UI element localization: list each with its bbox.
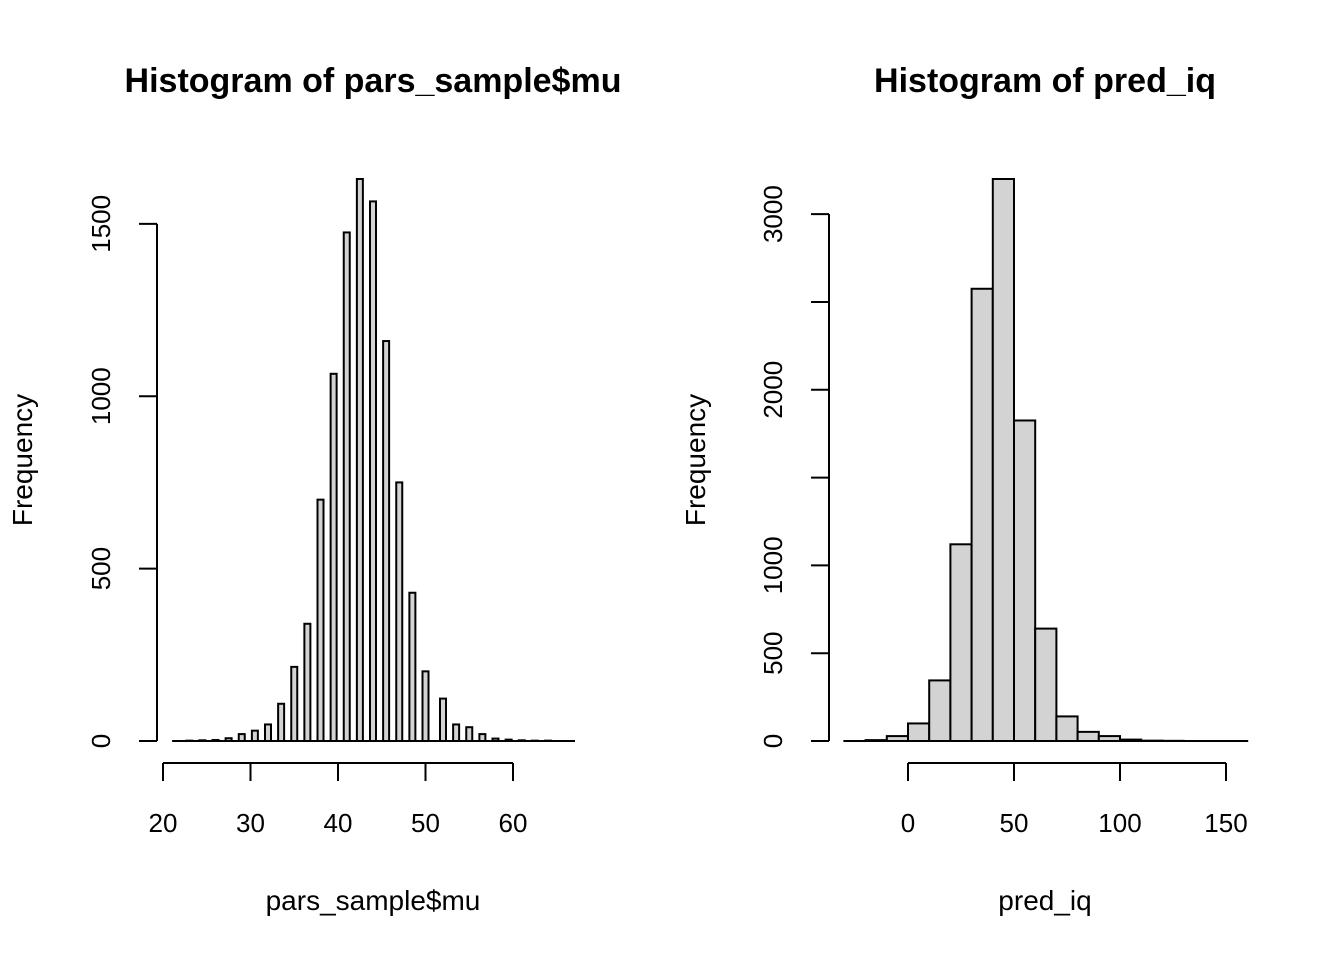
y-axis-label-left: Frequency <box>7 394 38 526</box>
y-tick-label: 2000 <box>758 361 788 419</box>
y-tick-label: 1500 <box>86 195 116 253</box>
x-tick-label: 40 <box>324 808 353 838</box>
histogram-bar <box>329 372 338 742</box>
chart-title-left: Histogram of pars_sample$mu <box>125 62 622 100</box>
histogram-bar <box>970 287 994 742</box>
x-axis-label-right: pred_iq <box>998 885 1091 916</box>
y-tick-label: 1000 <box>86 367 116 425</box>
histogram-bar <box>1034 627 1058 742</box>
histogram-bar <box>369 200 377 742</box>
x-axis-label-left: pars_sample$mu <box>266 885 481 916</box>
y-tick-label: 3000 <box>758 185 788 243</box>
panel-pred-iq: Histogram of pred_iq pred_iq Frequency 0… <box>680 62 1249 916</box>
x-tick-label: 60 <box>499 808 528 838</box>
x-tick-label: 50 <box>411 808 440 838</box>
histogram-bar <box>355 178 364 742</box>
histogram-bar <box>290 665 299 742</box>
x-axis-left: 20 30 40 50 60 <box>149 762 528 838</box>
y-axis-label-right: Frequency <box>680 394 711 526</box>
histogram-bar <box>949 543 973 742</box>
histogram-bar <box>1076 730 1100 742</box>
bars-left <box>172 178 575 743</box>
histogram-bar <box>465 726 474 743</box>
histogram-bar <box>408 591 417 742</box>
histogram-bar <box>452 723 461 743</box>
histogram-bar <box>1013 419 1037 742</box>
histogram-bar <box>478 733 487 743</box>
histogram-bar <box>303 622 312 743</box>
y-axis-left: 0 500 1000 1500 <box>86 195 158 748</box>
x-tick-label: 0 <box>901 808 915 838</box>
y-tick-label: 0 <box>86 734 116 748</box>
histogram-bar <box>250 729 259 742</box>
histogram-bar <box>991 178 1015 742</box>
histogram-bar <box>928 679 952 742</box>
y-tick-label: 500 <box>86 547 116 590</box>
histogram-bar <box>277 702 286 742</box>
panel-pars-sample-mu: Histogram of pars_sample$mu pars_sample$… <box>7 62 621 916</box>
y-axis-right: 0 500 1000 2000 3000 <box>758 185 830 748</box>
histogram-bar <box>316 498 325 742</box>
bars-right <box>843 178 1249 743</box>
histogram-bar <box>421 670 430 743</box>
histogram-bar <box>342 231 351 742</box>
x-tick-label: 50 <box>1000 808 1029 838</box>
x-tick-label: 30 <box>236 808 265 838</box>
histogram-bar <box>395 481 404 742</box>
y-tick-label: 500 <box>758 631 788 674</box>
x-tick-label: 150 <box>1204 808 1247 838</box>
histogram-bar <box>382 340 391 742</box>
histogram-bar <box>439 697 447 743</box>
histogram-bar <box>237 733 246 743</box>
x-tick-label: 100 <box>1098 808 1141 838</box>
histogram-bar <box>264 723 272 743</box>
histogram-bar <box>1055 715 1079 742</box>
chart-title-right: Histogram of pred_iq <box>874 62 1216 100</box>
y-tick-label: 1000 <box>758 536 788 594</box>
histogram-bar <box>907 722 931 742</box>
y-tick-label: 0 <box>758 734 788 748</box>
x-tick-label: 20 <box>149 808 178 838</box>
x-axis-right: 0 50 100 150 <box>901 762 1248 838</box>
